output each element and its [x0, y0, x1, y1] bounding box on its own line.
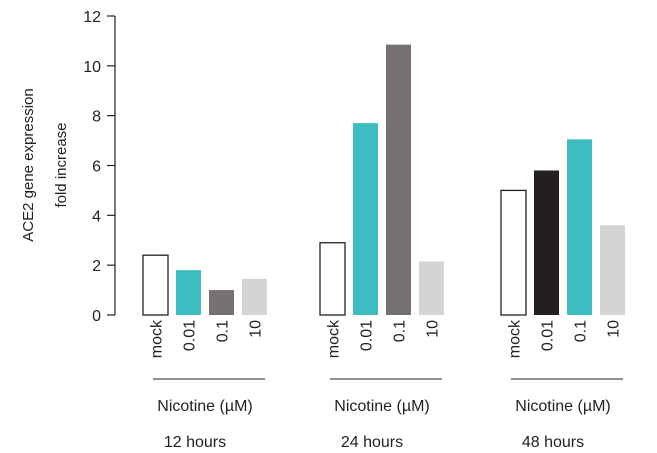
y-tick-label: 6 — [92, 159, 101, 176]
x-tick-label: 0.01 — [182, 320, 199, 351]
bar — [567, 139, 592, 315]
group-sublabel: Nicotine (µM) — [515, 398, 610, 415]
bar — [319, 242, 346, 316]
x-tick-label: 10 — [606, 320, 623, 338]
x-tick-label: 0.1 — [215, 320, 232, 342]
x-tick-label: mock — [149, 319, 166, 358]
y-axis: 0 2 4 6 8 10 12 — [83, 9, 116, 325]
x-tick-label: 10 — [425, 320, 442, 338]
group-sublabel: Nicotine (µM) — [157, 398, 252, 415]
y-axis-title-line-1: ACE2 gene expression — [20, 88, 37, 241]
x-labels: mock 0.01 0.1 10 Nicotine (µM) 12 hours mock 0.… — [149, 319, 623, 451]
group-sublabel: Nicotine (µM) — [334, 398, 429, 415]
group-label: 24 hours — [341, 434, 403, 451]
bar — [142, 254, 169, 316]
y-axis-title-line-2: fold increase — [53, 122, 70, 207]
y-tick-label: 2 — [92, 258, 101, 275]
bar — [500, 189, 527, 316]
bar — [176, 270, 201, 315]
x-tick-label: 0.1 — [573, 320, 590, 342]
bars — [142, 44, 625, 316]
bar — [600, 225, 625, 315]
bar — [534, 170, 559, 315]
x-tick-label: mock — [507, 319, 524, 358]
bar — [209, 290, 234, 315]
x-tick-label: mock — [326, 319, 343, 358]
y-tick-label: 12 — [83, 9, 101, 26]
x-tick-label: 10 — [248, 320, 265, 338]
x-tick-label: 0.01 — [540, 320, 557, 351]
bar — [242, 278, 267, 315]
y-tick-label: 0 — [92, 308, 101, 325]
y-tick-label: 4 — [92, 208, 101, 225]
y-tick-label: 8 — [92, 109, 101, 126]
x-tick-label: 0.01 — [359, 320, 376, 351]
bar — [419, 261, 444, 315]
group-label: 12 hours — [164, 434, 226, 451]
bar — [353, 123, 378, 316]
group-label: 48 hours — [522, 434, 584, 451]
bar — [386, 44, 411, 315]
x-tick-label: 0.1 — [392, 320, 409, 342]
y-axis-title: ACE2 gene expression fold increase — [20, 88, 70, 241]
y-tick-label: 10 — [83, 59, 101, 76]
